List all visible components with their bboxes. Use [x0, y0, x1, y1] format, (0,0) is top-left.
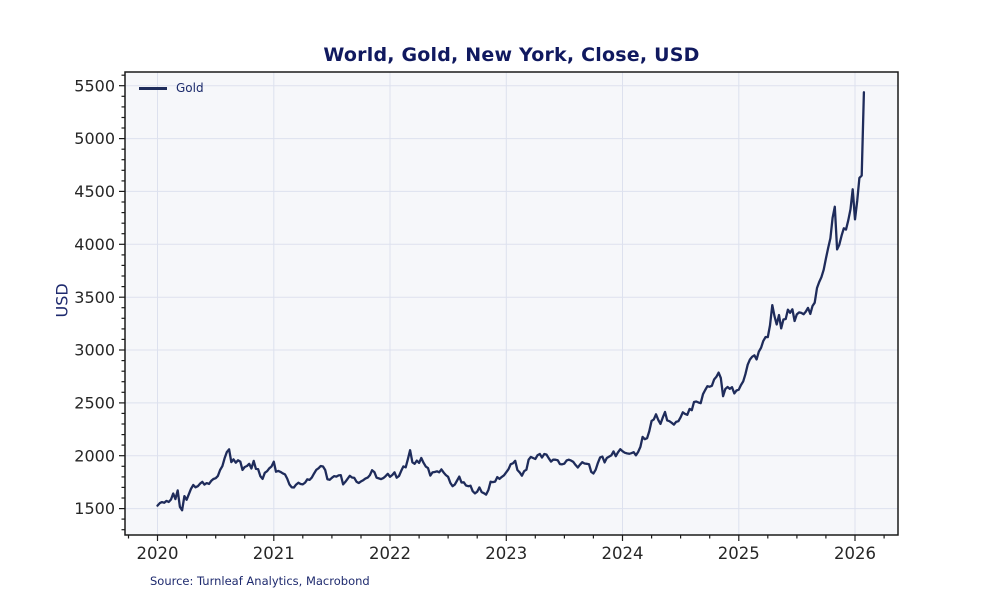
x-tick-label: 2020: [137, 544, 179, 563]
x-tick-label: 2025: [718, 544, 760, 563]
x-tick-label: 2026: [834, 544, 876, 563]
gold-series-line: [156, 91, 866, 512]
x-tick-label: 2021: [253, 544, 295, 563]
y-tick-label: 5500: [74, 76, 115, 95]
plot-background: [125, 72, 898, 535]
y-tick-label: 3000: [74, 341, 115, 360]
y-tick-label: 1500: [74, 499, 115, 518]
y-tick-label: 3500: [74, 288, 115, 307]
plot-border: [124, 71, 899, 536]
x-tick-label: 2024: [602, 544, 644, 563]
y-tick-label: 5000: [74, 129, 115, 148]
axis-ticks: [119, 74, 885, 541]
x-tick-label: 2023: [485, 544, 527, 563]
legend: Gold: [139, 81, 204, 95]
y-tick-label: 2500: [74, 394, 115, 413]
chart-title: World, Gold, New York, Close, USD: [323, 44, 700, 66]
legend-line-swatch-icon: [139, 86, 167, 90]
tick-labels: 1500 2000 2500 3000 3500 4000 4500 5000 5500 2020…: [74, 76, 876, 563]
y-axis-label: USD: [52, 283, 72, 318]
y-tick-label: 4500: [74, 182, 115, 201]
source-note: Source: Turnleaf Analytics, Macrobond: [150, 574, 370, 588]
gridlines: [125, 72, 898, 535]
x-tick-label: 2022: [369, 544, 411, 563]
y-tick-label: 2000: [74, 446, 115, 465]
legend-label: Gold: [176, 81, 204, 95]
y-tick-label: 4000: [74, 235, 115, 254]
